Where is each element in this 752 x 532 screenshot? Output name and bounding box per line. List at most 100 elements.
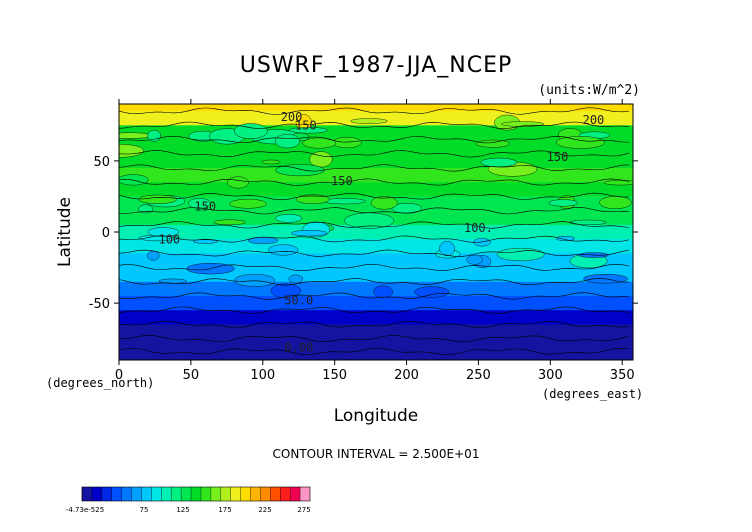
contour-line xyxy=(119,334,630,343)
contour-line xyxy=(119,135,630,144)
chart-title: USWRF_1987-JJA_NCEP xyxy=(240,53,513,78)
contour-patch xyxy=(548,199,578,207)
colorbar-swatch xyxy=(240,487,251,501)
contour-patch xyxy=(138,194,177,204)
colorbar-swatch xyxy=(101,487,113,501)
colorbar-tick-label: -4.73e-525 xyxy=(66,506,104,514)
contour-patch xyxy=(439,241,455,257)
colorbar-swatch xyxy=(171,487,182,501)
zonal-band xyxy=(119,224,633,240)
contour-patch xyxy=(332,137,362,149)
colorbar-swatch xyxy=(220,487,231,501)
contour-line xyxy=(119,292,630,300)
zonal-band xyxy=(119,168,633,183)
contour-patch xyxy=(555,236,575,241)
colorbar-swatch xyxy=(300,487,311,501)
contour-line xyxy=(119,347,630,356)
contour-label: 100 xyxy=(158,232,180,246)
contour-line xyxy=(119,164,630,172)
colorbar-swatch xyxy=(230,487,241,501)
contour-patch xyxy=(119,174,149,186)
contour-label: 50.0 xyxy=(284,294,313,308)
colorbar-swatch xyxy=(151,487,162,501)
contour-patch xyxy=(274,133,300,149)
x-tick-label: 100 xyxy=(250,368,275,383)
colorbar-swatch xyxy=(181,487,192,501)
contour-label: 150 xyxy=(331,174,353,188)
contour-line xyxy=(119,263,630,271)
contour-line xyxy=(119,107,630,115)
contour-label: 150 xyxy=(547,150,569,164)
x-tick-label: 0 xyxy=(115,368,123,383)
colorbar-swatch xyxy=(131,487,142,501)
contour-patch xyxy=(289,127,328,134)
y-tick-label: 0 xyxy=(102,226,110,241)
contour-patch xyxy=(603,180,633,186)
contour-line xyxy=(119,150,630,158)
contour-label: 150 xyxy=(194,200,216,214)
contour-patch xyxy=(229,198,267,209)
contour-patch xyxy=(350,118,388,124)
contour-patch xyxy=(261,159,281,165)
colorbar-swatch xyxy=(91,487,103,501)
contour-patch xyxy=(213,219,246,226)
contour-line xyxy=(119,306,630,314)
contour-bands xyxy=(119,104,633,360)
colorbar-swatch xyxy=(260,487,271,501)
colorbar-tick-label: 225 xyxy=(258,506,271,514)
contour-patch xyxy=(466,254,483,265)
contour-patch xyxy=(268,244,299,256)
contour-patch xyxy=(147,227,180,237)
contour-label: 100. xyxy=(464,221,493,235)
colorbar-swatch xyxy=(200,487,212,501)
y-axis-ticks: 50 0 -50 xyxy=(89,155,638,312)
contour-line xyxy=(119,178,630,186)
contour-patch xyxy=(227,176,249,189)
colorbar-swatch xyxy=(280,487,291,501)
contour-interval-text: CONTOUR INTERVAL = 2.500E+01 xyxy=(273,447,480,461)
colorbar-swatch xyxy=(210,487,222,501)
y-tick-label: -50 xyxy=(89,297,110,312)
contour-patch xyxy=(569,219,607,225)
x-axis-label: Longitude xyxy=(334,406,419,426)
contour-line xyxy=(119,221,630,229)
contour-label: 150 xyxy=(295,119,317,133)
zonal-band xyxy=(119,182,633,197)
contour-patch xyxy=(475,139,510,148)
contour-line xyxy=(119,235,630,243)
contour-line xyxy=(119,192,630,201)
x-tick-label: 250 xyxy=(466,368,491,383)
contour-patch xyxy=(496,247,545,262)
colorbar-swatch xyxy=(121,487,132,501)
units-label: (units:W/m^2) xyxy=(538,83,640,98)
contour-patch xyxy=(323,198,366,205)
contour-line xyxy=(119,121,630,130)
colorbar-swatch xyxy=(111,487,122,501)
contour-line xyxy=(119,278,630,286)
x-tick-label: 50 xyxy=(183,368,200,383)
contour-patch xyxy=(234,123,268,140)
contour-patch xyxy=(275,214,302,223)
zonal-band xyxy=(119,296,633,311)
colorbar-swatch xyxy=(161,487,172,501)
contour-patch xyxy=(119,132,153,139)
zonal-band xyxy=(119,351,633,360)
zonal-band xyxy=(119,310,633,325)
y-axis-label: Latitude xyxy=(55,197,75,267)
contour-lines xyxy=(119,107,630,356)
contour-patch xyxy=(556,136,605,149)
contour-patch xyxy=(291,230,328,237)
zonal-band xyxy=(119,338,633,352)
x-tick-label: 350 xyxy=(610,368,635,383)
contour-line xyxy=(119,320,630,329)
colorbar-swatch xyxy=(250,487,261,501)
contour-patch xyxy=(288,274,304,284)
contour-label: 200 xyxy=(583,113,605,127)
colorbar-tick-label: 175 xyxy=(218,506,231,514)
contour-line xyxy=(119,249,630,257)
zonal-band xyxy=(119,324,633,340)
colorbar-tick-labels: -4.73e-525 75 125 175 225 275 xyxy=(66,506,311,514)
